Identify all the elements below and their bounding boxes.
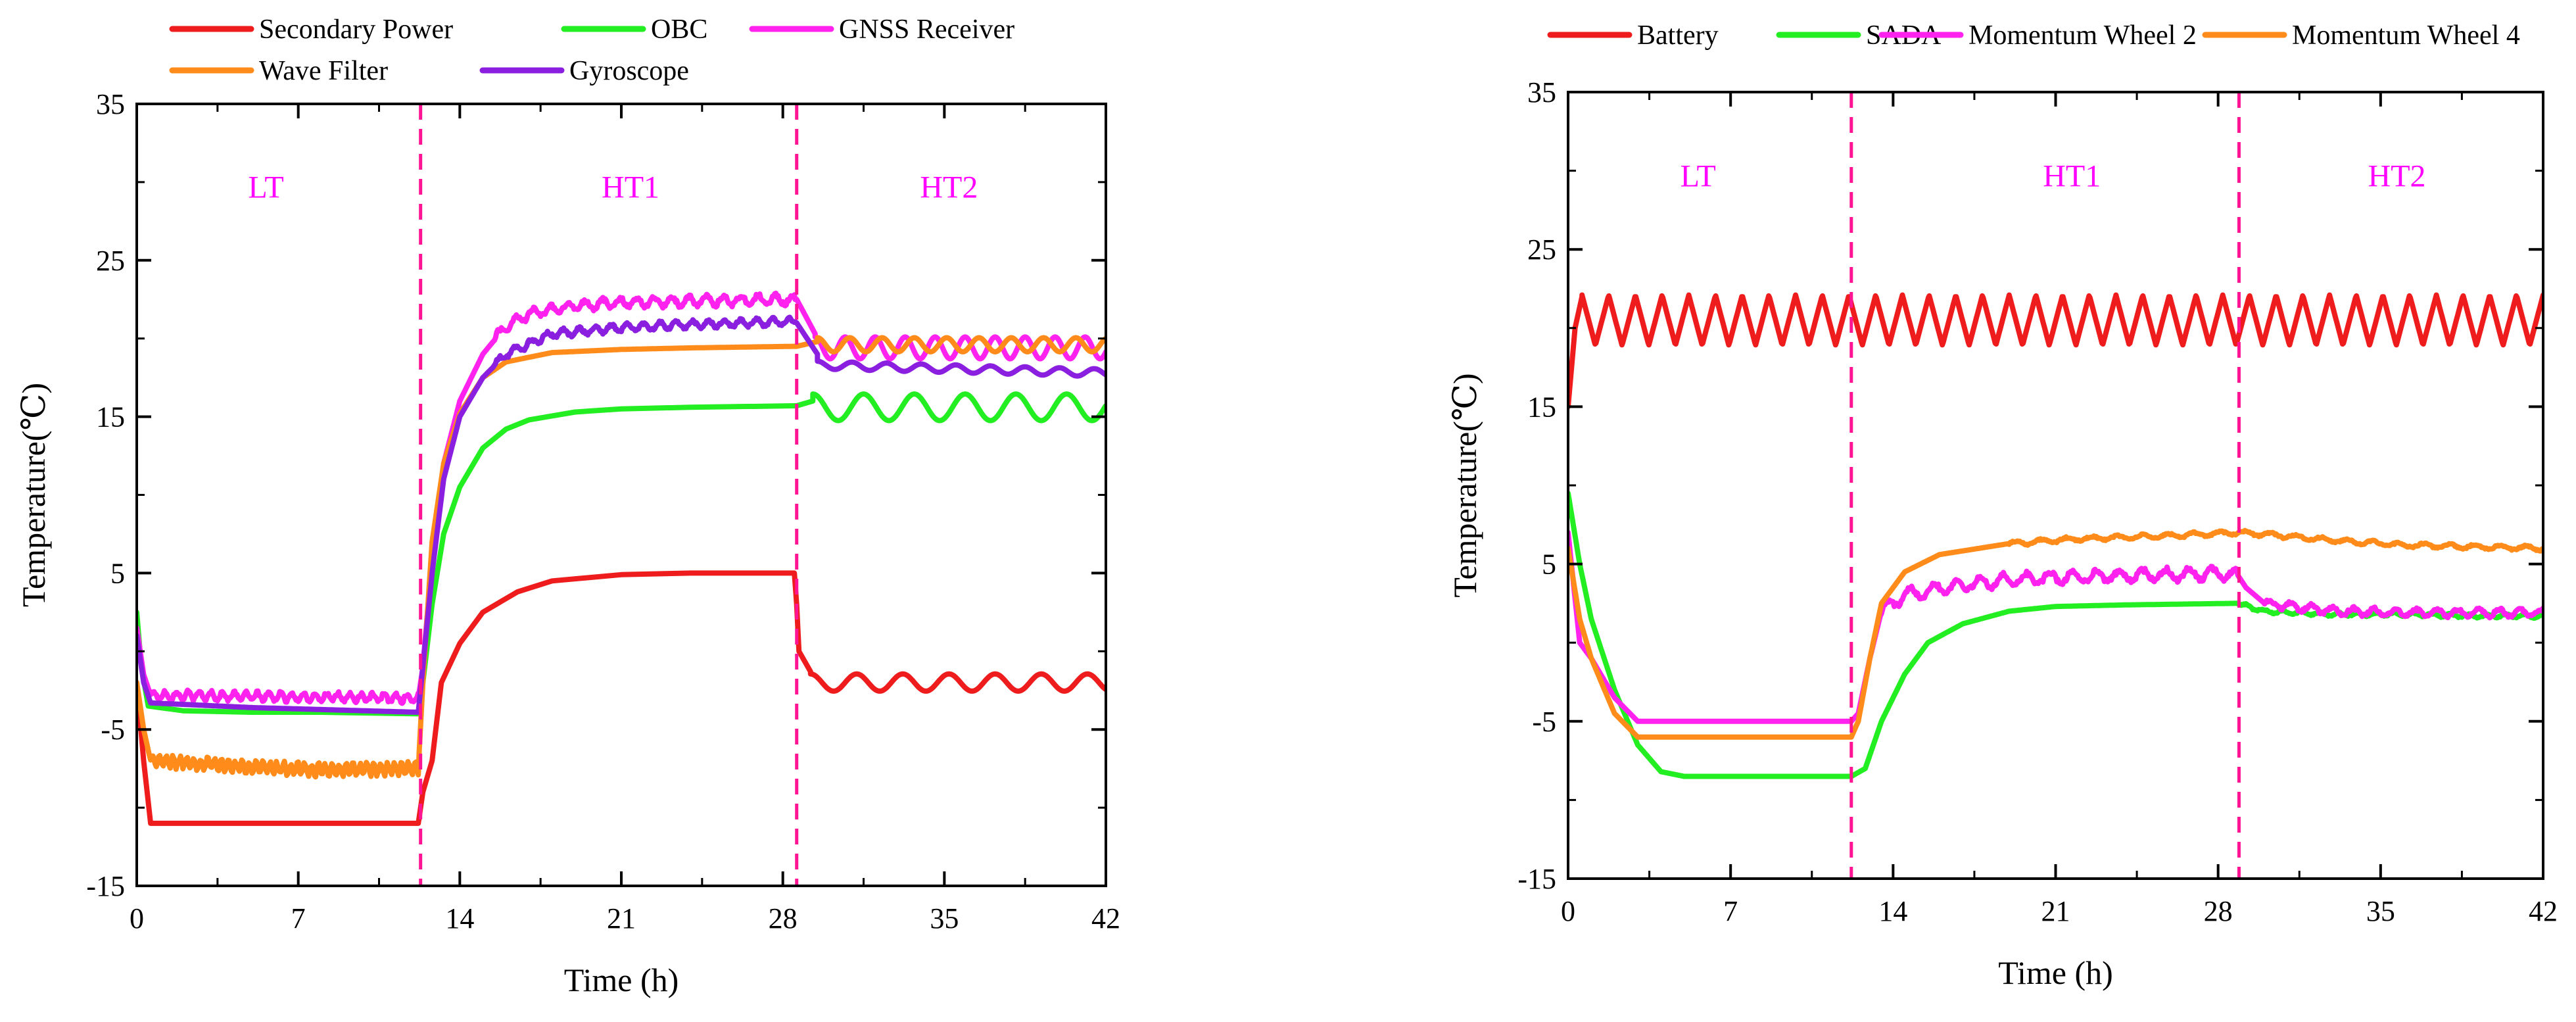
series-line-momentum-wheel-2 [1568,529,2543,724]
y-tick-label: 25 [96,245,125,277]
x-tick-label: 0 [130,902,144,935]
series-layer [137,290,1106,826]
phase-label-ht1: HT1 [602,170,659,205]
y-tick-label: 35 [1527,76,1556,109]
y-tick-label: 15 [1527,391,1556,423]
y-tick-label: -15 [1517,863,1556,895]
y-tick-label: 35 [96,88,125,120]
legend-label-gyroscope: Gyroscope [569,56,689,86]
series-line-secondary-power [137,570,1106,826]
x-axis-title: Time (h) [564,961,679,998]
x-tick-label: 28 [769,902,798,935]
plot-frame [1567,91,2544,880]
y-tick-label: -15 [86,870,125,902]
x-tick-label: 35 [930,902,959,935]
series-line-obc [137,391,1106,717]
series-line-momentum-wheel-4 [1568,527,2543,740]
chart-left: LT HT1 HT2 0 7 14 21 28 35 42 -15 -5 5 15 25 35 Time (h)… [15,14,1120,998]
legend-label-obc: OBC [651,14,707,45]
x-tick-label: 42 [2529,895,2558,927]
chart-right: LT HT1 HT2 0 7 14 21 28 35 42 -15 -5 5 15 25 35 Time (h)… [1446,20,2558,991]
y-axis-title: Temperature(℃) [15,383,52,607]
series-line-sada [1568,491,2543,779]
legend-label-secondary-power: Secondary Power [259,14,453,45]
x-tick-label: 28 [2204,895,2233,927]
x-tick-label: 14 [445,902,474,935]
series-layer [1568,292,2543,779]
x-tick-label: 0 [1561,895,1575,927]
legend-label-momentum-wheel-4: Momentum Wheel 4 [2292,20,2520,51]
legend-label-momentum-wheel-2: Momentum Wheel 2 [1968,20,2197,51]
phase-label-ht2: HT2 [2368,159,2426,194]
legend: Secondary Power OBC GNSS Receiver Wave Filt… [169,14,1014,86]
y-tick-label: -5 [101,714,125,746]
phase-label-ht1: HT1 [2043,159,2101,194]
y-axis-title: Temperature(℃) [1446,373,1483,597]
x-tick-label: 42 [1091,902,1120,935]
y-tick-label: 15 [96,401,125,433]
series-line-battery [1568,292,2543,410]
y-tick-label: -5 [1532,706,1556,738]
legend: Battery SADA Momentum Wheel 2 Momentum Whee… [1547,20,2520,51]
legend-label-battery: Battery [1637,20,1719,51]
series-line-gyroscope [137,314,1106,715]
x-tick-label: 21 [607,902,636,935]
legend-label-wave-filter: Wave Filter [259,56,388,86]
legend-label-gnss-receiver: GNSS Receiver [839,14,1014,45]
x-tick-label: 21 [2041,895,2070,927]
x-axis-title: Time (h) [1998,954,2113,991]
x-tick-label: 14 [1878,895,1907,927]
series-line-gnss-receiver [137,290,1106,706]
y-tick-label: 5 [1542,548,1556,581]
phase-label-lt: LT [1681,159,1716,194]
phase-label-lt: LT [248,170,283,205]
y-tick-label: 5 [110,557,125,589]
x-tick-label: 7 [1723,895,1738,927]
series-line-wave-filter [137,335,1106,780]
y-tick-label: 25 [1527,233,1556,266]
phase-label-ht2: HT2 [920,170,978,205]
x-tick-label: 35 [2366,895,2395,927]
x-tick-label: 7 [291,902,306,935]
